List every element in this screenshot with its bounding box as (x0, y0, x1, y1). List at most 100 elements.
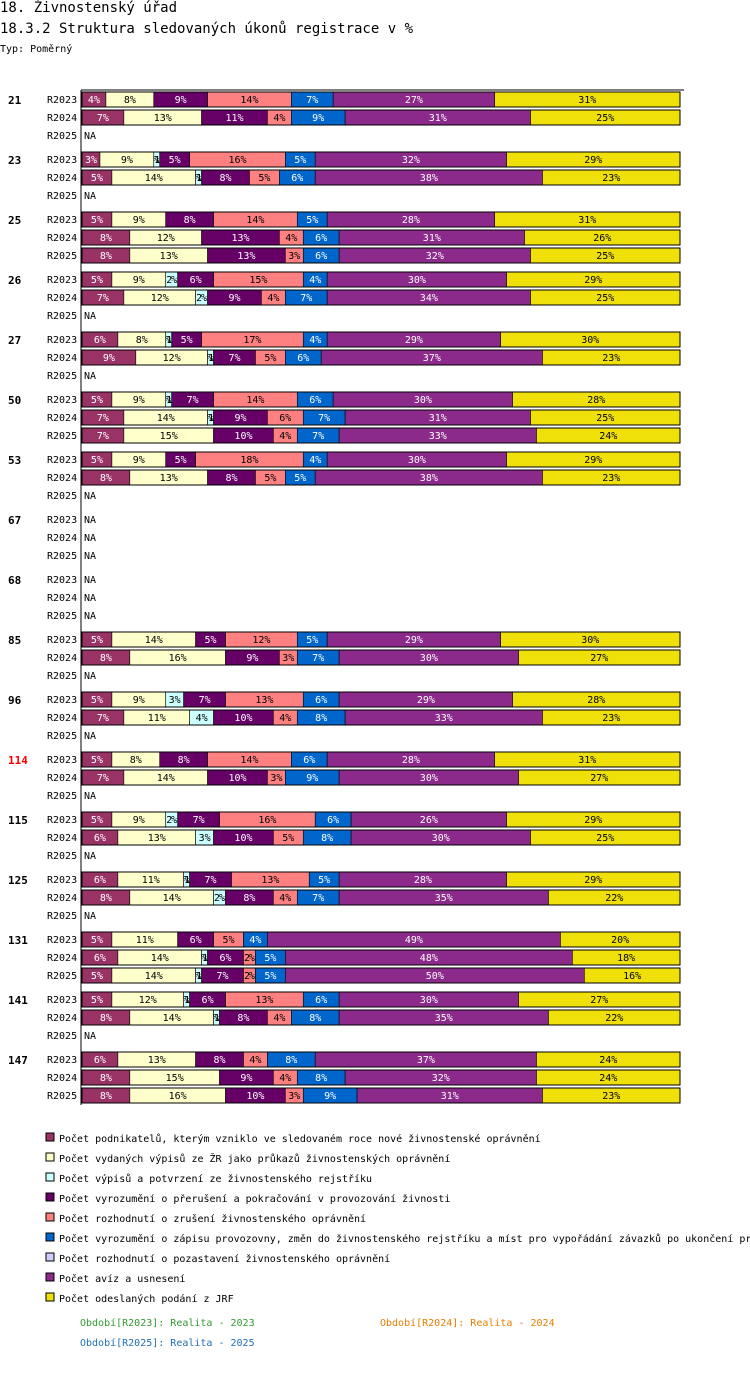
row-label-96-R2023: R2023 (47, 695, 77, 706)
data-label-147-R2024-s1: 15% (166, 1073, 184, 1084)
data-label-85-R2023-s8: 30% (581, 635, 599, 646)
data-label-114-R2024-s3: 10% (228, 773, 246, 784)
data-label-125-R2024-s5: 7% (312, 893, 324, 904)
data-label-23-R2023-s2: 1% (153, 155, 160, 166)
data-label-147-R2023-s3: 8% (214, 1055, 226, 1066)
row-label-131-R2024: R2024 (47, 953, 77, 964)
data-label-141-R2023-s4: 13% (255, 995, 273, 1006)
data-label-131-R2023-s5: 4% (249, 935, 261, 946)
data-label-147-R2023-s1: 13% (148, 1055, 166, 1066)
data-label-25-R2025-s5: 6% (315, 251, 327, 262)
data-label-141-R2023-s3: 6% (202, 995, 214, 1006)
data-label-131-R2025-s7: 50% (426, 971, 444, 982)
data-label-50-R2024-s3: 9% (234, 413, 246, 424)
row-label-26-R2024: R2024 (47, 293, 77, 304)
group-label-115: 115 (8, 814, 28, 827)
bar-frame-25-R2023 (81, 211, 681, 228)
data-label-50-R2023-s3: 7% (187, 395, 199, 406)
data-label-27-R2024-s1: 12% (163, 353, 181, 364)
data-label-147-R2025-s3: 10% (246, 1091, 264, 1102)
data-label-125-R2024-s1: 14% (163, 893, 181, 904)
data-label-53-R2023-s8: 29% (584, 455, 602, 466)
bar-frame-21-R2023 (81, 91, 681, 108)
data-label-96-R2023-s8: 28% (587, 695, 605, 706)
data-label-141-R2023-s1: 12% (139, 995, 157, 1006)
group-label-68: 68 (8, 574, 21, 587)
data-label-114-R2023-s1: 8% (130, 755, 142, 766)
data-label-53-R2024-s7: 38% (420, 473, 438, 484)
bar-frame-85-R2024 (81, 649, 681, 666)
data-label-27-R2024-s2: 1% (207, 353, 214, 364)
data-label-114-R2024-s1: 14% (157, 773, 175, 784)
legend-label-s1: Počet vydaných výpisů ze ŽR jako průkazů… (59, 1152, 450, 1165)
data-label-50-R2023-s7: 30% (414, 395, 432, 406)
data-label-131-R2024-s1: 14% (151, 953, 169, 964)
data-label-53-R2024-s0: 8% (100, 473, 112, 484)
data-label-131-R2023-s7: 49% (405, 935, 423, 946)
na-label-68-R2023: NA (84, 575, 96, 586)
row-label-67-R2024: R2024 (47, 533, 77, 544)
row-label-26-R2025: R2025 (47, 311, 77, 322)
data-label-26-R2024-s5: 7% (300, 293, 312, 304)
data-label-21-R2023-s4: 14% (240, 95, 258, 106)
data-label-85-R2024-s0: 8% (100, 653, 112, 664)
data-label-26-R2024-s7: 34% (420, 293, 438, 304)
bar-frame-27-R2023 (81, 331, 681, 348)
row-label-115-R2024: R2024 (47, 833, 77, 844)
bar-frame-96-R2024 (81, 709, 681, 726)
data-label-27-R2023-s7: 29% (405, 335, 423, 346)
data-label-131-R2024-s0: 6% (94, 953, 106, 964)
row-label-67-R2025: R2025 (47, 551, 77, 562)
bar-frame-125-R2024 (81, 889, 681, 906)
data-label-27-R2024-s7: 37% (423, 353, 441, 364)
row-label-50-R2023: R2023 (47, 395, 77, 406)
data-label-115-R2023-s4: 16% (258, 815, 276, 826)
data-label-115-R2024-s2: 3% (199, 833, 211, 844)
data-label-26-R2023-s5: 4% (309, 275, 321, 286)
row-label-115-R2023: R2023 (47, 815, 77, 826)
data-label-25-R2024-s0: 8% (100, 233, 112, 244)
row-label-53-R2024: R2024 (47, 473, 77, 484)
bar-frame-131-R2023 (81, 931, 681, 948)
row-label-141-R2023: R2023 (47, 995, 77, 1006)
row-label-141-R2024: R2024 (47, 1013, 77, 1024)
data-label-26-R2023-s2: 2% (166, 275, 177, 286)
bar-frame-114-R2023 (81, 751, 681, 768)
data-label-27-R2024-s0: 9% (103, 353, 115, 364)
row-label-68-R2024: R2024 (47, 593, 77, 604)
bar-frame-131-R2025 (81, 967, 681, 984)
data-label-50-R2023-s5: 6% (309, 395, 321, 406)
data-label-50-R2025-s3: 10% (234, 431, 252, 442)
legend-label-s8: Počet odeslaných podání z JRF (59, 1293, 234, 1305)
data-label-141-R2024-s8: 22% (605, 1013, 623, 1024)
data-label-131-R2023-s3: 6% (190, 935, 202, 946)
legend-swatch-s3 (45, 1192, 55, 1202)
data-label-27-R2023-s4: 17% (243, 335, 261, 346)
data-label-50-R2024-s8: 25% (596, 413, 614, 424)
data-label-141-R2023-s5: 6% (315, 995, 327, 1006)
data-label-50-R2025-s1: 15% (160, 431, 178, 442)
row-label-96-R2024: R2024 (47, 713, 77, 724)
data-label-21-R2024-s8: 25% (596, 113, 614, 124)
data-label-50-R2023-s4: 14% (246, 395, 264, 406)
na-label-141-R2025: NA (84, 1031, 96, 1042)
bar-frame-23-R2023 (81, 151, 681, 168)
data-label-25-R2025-s8: 25% (596, 251, 614, 262)
data-label-147-R2023-s7: 37% (417, 1055, 435, 1066)
data-label-125-R2024-s2: 2% (214, 893, 225, 904)
group-label-85: 85 (8, 634, 21, 647)
data-label-27-R2023-s0: 6% (94, 335, 106, 346)
data-label-25-R2023-s7: 28% (402, 215, 420, 226)
data-label-131-R2025-s4: 2% (244, 971, 255, 982)
data-label-114-R2024-s8: 27% (590, 773, 608, 784)
data-label-50-R2025-s5: 7% (312, 431, 324, 442)
data-label-125-R2023-s8: 29% (584, 875, 602, 886)
data-label-115-R2023-s2: 2% (166, 815, 177, 826)
data-label-114-R2023-s0: 5% (91, 755, 103, 766)
data-label-115-R2024-s1: 13% (148, 833, 166, 844)
data-label-26-R2024-s1: 12% (151, 293, 169, 304)
data-label-85-R2023-s4: 12% (252, 635, 270, 646)
data-label-85-R2024-s3: 9% (246, 653, 258, 664)
group-label-50: 50 (8, 394, 21, 407)
data-label-27-R2023-s2: 1% (165, 335, 172, 346)
